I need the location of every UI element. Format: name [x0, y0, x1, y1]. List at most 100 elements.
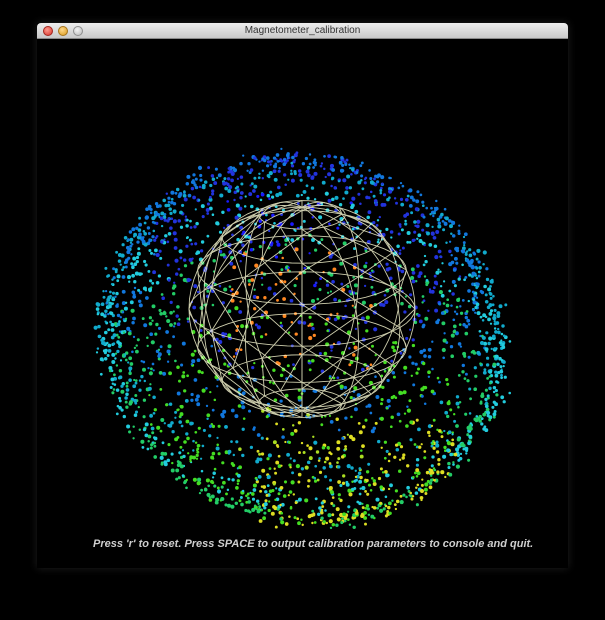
close-window-button[interactable] [43, 26, 53, 36]
point [402, 493, 406, 497]
point [224, 450, 229, 455]
point [408, 494, 411, 497]
point [149, 446, 153, 450]
point [451, 438, 455, 442]
point [232, 168, 238, 173]
point [306, 165, 311, 170]
point [499, 365, 503, 369]
point [381, 182, 384, 185]
point [446, 298, 450, 302]
point [348, 163, 351, 166]
point [323, 154, 326, 158]
point [104, 266, 108, 270]
sphere-diagonal-line [301, 382, 343, 405]
point [441, 347, 446, 353]
point [216, 436, 219, 440]
point [200, 204, 205, 209]
point [329, 526, 333, 530]
point [109, 311, 114, 316]
point [132, 437, 135, 440]
point [260, 436, 264, 440]
point [167, 353, 171, 356]
point [240, 182, 244, 186]
point [329, 163, 335, 168]
point [489, 322, 493, 325]
sphere-diagonal-line [341, 330, 393, 359]
visualization-canvas[interactable]: Press 'r' to reset. Press SPACE to outpu… [37, 39, 568, 568]
point [440, 311, 445, 315]
point [272, 440, 277, 445]
point [274, 471, 278, 475]
point [126, 326, 131, 331]
point [332, 267, 337, 272]
point [448, 289, 452, 293]
point [142, 427, 147, 432]
point [311, 521, 314, 525]
point [133, 262, 138, 267]
point [467, 458, 471, 462]
point [216, 443, 219, 447]
point [249, 168, 254, 172]
point [129, 241, 133, 244]
point [241, 489, 245, 493]
point [173, 281, 176, 284]
point [152, 229, 156, 233]
point [353, 487, 357, 490]
point [491, 303, 495, 307]
point [480, 290, 485, 295]
point [364, 418, 368, 422]
point [315, 450, 320, 454]
point [328, 462, 332, 465]
point [501, 343, 505, 347]
point [190, 242, 194, 246]
point [416, 190, 420, 194]
point [387, 505, 391, 510]
point [176, 365, 180, 370]
point [326, 291, 330, 294]
point [295, 193, 300, 198]
point [406, 485, 410, 490]
point [492, 390, 496, 394]
point [458, 275, 462, 278]
sphere-diagonal-line [261, 221, 266, 260]
point [197, 199, 201, 202]
point [446, 441, 451, 446]
point [128, 366, 133, 371]
point [399, 391, 404, 395]
point [279, 158, 283, 162]
point [320, 501, 324, 505]
point [231, 478, 235, 482]
point [231, 233, 234, 237]
point [246, 492, 250, 496]
point [399, 181, 403, 185]
minimize-window-button[interactable] [58, 26, 68, 36]
point [331, 197, 335, 202]
point [95, 302, 100, 306]
point [183, 389, 187, 393]
point [353, 479, 357, 483]
point-cloud-view[interactable] [37, 39, 568, 568]
point [196, 402, 201, 407]
point [406, 408, 411, 413]
point [438, 380, 441, 384]
point [467, 289, 471, 293]
point [488, 291, 492, 295]
point [468, 434, 473, 439]
point [147, 366, 150, 370]
point [415, 468, 420, 473]
point [397, 186, 401, 190]
point [205, 404, 209, 408]
point [125, 392, 129, 397]
point [113, 373, 116, 377]
point [323, 351, 328, 356]
point [408, 355, 412, 359]
point [352, 342, 356, 345]
point [181, 449, 185, 452]
point [150, 367, 153, 371]
sphere-diagonal-line [232, 249, 251, 300]
zoom-window-button[interactable] [73, 26, 83, 36]
point [224, 503, 228, 507]
title-bar[interactable]: Magnetometer_calibration [37, 23, 568, 39]
point [117, 376, 122, 380]
point [274, 162, 278, 166]
